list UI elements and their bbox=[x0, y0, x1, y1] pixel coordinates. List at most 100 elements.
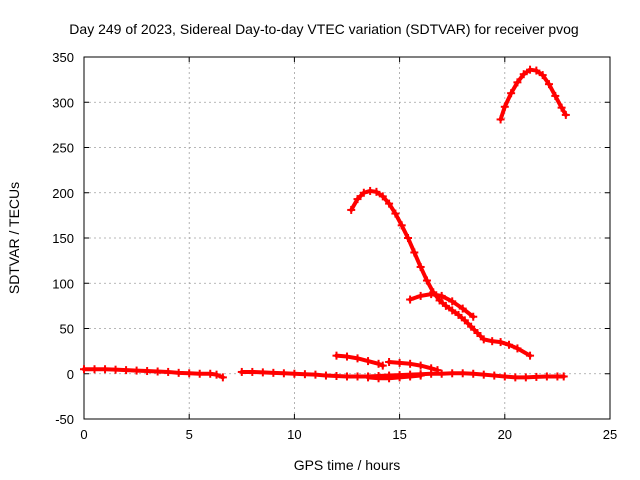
data-point bbox=[90, 365, 99, 374]
data-point bbox=[479, 370, 488, 379]
series-arc-mid-88 bbox=[406, 290, 478, 321]
data-point bbox=[473, 329, 482, 338]
data-point bbox=[422, 276, 431, 285]
data-point bbox=[519, 70, 528, 79]
data-point bbox=[538, 71, 547, 80]
data-point bbox=[143, 367, 152, 376]
y-tick-label: -50 bbox=[55, 412, 74, 427]
data-point bbox=[372, 187, 381, 196]
data-point bbox=[269, 368, 278, 377]
data-point bbox=[496, 115, 505, 124]
data-point bbox=[132, 366, 141, 375]
data-point bbox=[311, 370, 320, 379]
data-point bbox=[532, 66, 541, 75]
data-point bbox=[385, 374, 394, 383]
data-marks bbox=[80, 65, 570, 383]
data-point bbox=[505, 340, 514, 349]
data-point bbox=[195, 369, 204, 378]
data-point bbox=[427, 290, 436, 299]
data-point bbox=[513, 78, 522, 87]
axis-ticks: 0 5 10 15 20 25 -50 0 50 100 150 200 250 300 350 bbox=[52, 50, 617, 442]
x-tick-label: 10 bbox=[287, 427, 301, 442]
series-low-arc-2 bbox=[364, 371, 425, 383]
x-tick-label: 15 bbox=[392, 427, 406, 442]
data-point bbox=[237, 367, 246, 376]
data-point bbox=[164, 367, 173, 376]
data-point bbox=[364, 373, 373, 382]
data-point bbox=[557, 103, 566, 112]
data-point bbox=[391, 209, 400, 218]
data-point bbox=[122, 366, 131, 375]
data-point bbox=[542, 372, 551, 381]
y-tick-label: 300 bbox=[52, 95, 74, 110]
data-point bbox=[353, 372, 362, 381]
x-axis-label: GPS time / hours bbox=[294, 457, 401, 473]
data-point bbox=[437, 291, 446, 300]
data-point bbox=[416, 291, 425, 300]
x-tick-label: 0 bbox=[80, 427, 87, 442]
data-point bbox=[454, 310, 463, 319]
data-point bbox=[395, 373, 404, 382]
data-point bbox=[433, 366, 442, 375]
data-point bbox=[212, 370, 221, 379]
series-low-arc-3 bbox=[385, 357, 442, 375]
data-point bbox=[460, 316, 469, 325]
data-point bbox=[300, 370, 309, 379]
series-arc-peak-336 bbox=[496, 65, 570, 124]
data-point bbox=[332, 351, 341, 360]
data-point bbox=[406, 372, 415, 381]
data-point bbox=[404, 234, 413, 242]
data-point bbox=[479, 335, 488, 344]
data-point bbox=[321, 371, 330, 380]
y-axis-label: SDTVAR / TECUs bbox=[6, 182, 22, 294]
plot-frame bbox=[83, 56, 611, 420]
data-point bbox=[467, 322, 476, 331]
data-point bbox=[490, 371, 499, 380]
data-point bbox=[353, 195, 362, 204]
series-baseline-a bbox=[80, 365, 227, 382]
y-tick-label: 250 bbox=[52, 141, 74, 156]
data-point bbox=[395, 358, 404, 367]
data-point bbox=[544, 80, 553, 89]
data-point bbox=[378, 192, 387, 201]
data-point bbox=[279, 369, 288, 378]
data-point bbox=[406, 359, 415, 368]
data-point bbox=[359, 188, 368, 197]
data-point bbox=[488, 337, 497, 346]
series-arc-peak-200 bbox=[347, 186, 535, 360]
data-point bbox=[406, 295, 415, 304]
data-point bbox=[458, 369, 467, 378]
data-point bbox=[448, 297, 457, 306]
data-point bbox=[513, 344, 522, 353]
y-tick-label: 350 bbox=[52, 50, 74, 65]
data-point bbox=[427, 364, 436, 373]
data-point bbox=[385, 199, 394, 208]
y-tick-label: 0 bbox=[67, 367, 74, 382]
data-point bbox=[290, 369, 299, 378]
data-point bbox=[551, 91, 560, 100]
y-tick-label: 50 bbox=[60, 322, 74, 337]
data-point bbox=[378, 361, 387, 370]
data-point bbox=[416, 371, 425, 380]
data-point bbox=[364, 357, 373, 366]
series-baseline-b bbox=[237, 367, 568, 382]
data-point bbox=[374, 374, 383, 383]
data-point bbox=[353, 354, 362, 363]
data-point bbox=[111, 365, 120, 374]
data-point bbox=[521, 373, 530, 382]
data-point bbox=[500, 102, 509, 111]
data-point bbox=[469, 369, 478, 378]
data-point bbox=[561, 110, 570, 119]
data-point bbox=[258, 368, 267, 377]
data-point bbox=[511, 373, 520, 382]
x-tick-label: 20 bbox=[498, 427, 512, 442]
data-point bbox=[507, 89, 516, 98]
series-low-arc-1 bbox=[332, 351, 387, 370]
data-point bbox=[416, 262, 425, 271]
data-point bbox=[448, 369, 457, 378]
data-point bbox=[332, 372, 341, 381]
x-tick-label: 5 bbox=[186, 427, 193, 442]
data-point bbox=[458, 304, 467, 313]
data-point bbox=[441, 301, 450, 310]
